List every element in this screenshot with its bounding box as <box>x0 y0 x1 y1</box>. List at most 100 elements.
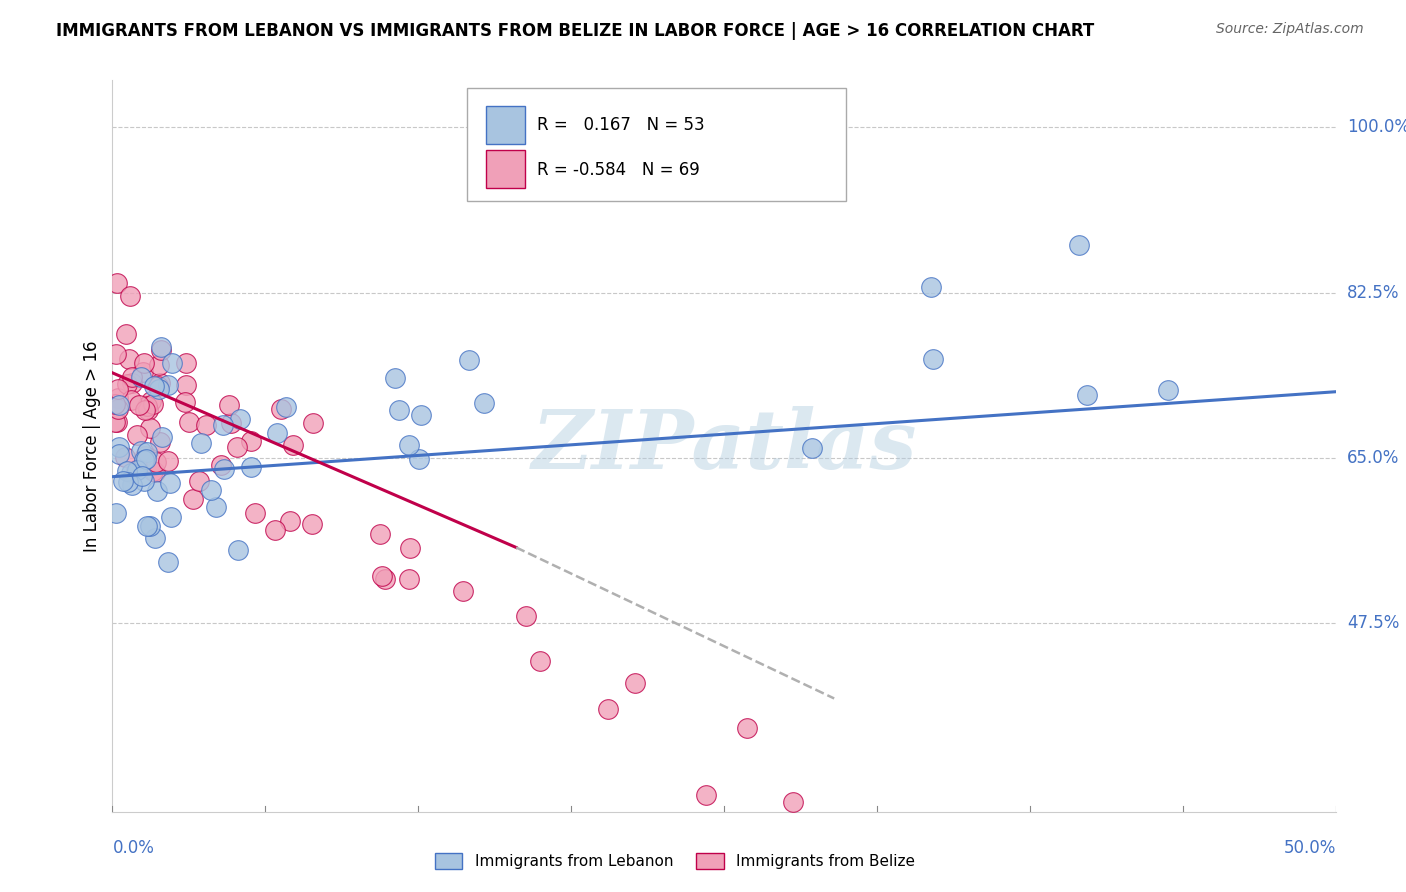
Point <box>134 474 156 488</box>
Point <box>150 430 173 444</box>
Point <box>243 506 266 520</box>
Point <box>157 454 180 468</box>
Point <box>302 417 325 431</box>
Point <box>134 450 156 464</box>
Point <box>145 454 167 468</box>
Point <box>135 445 157 459</box>
Point <box>121 369 143 384</box>
Point <box>127 428 149 442</box>
Point <box>108 440 131 454</box>
Point <box>384 371 406 385</box>
Point <box>695 788 717 802</box>
Point <box>399 541 422 555</box>
Point <box>278 514 301 528</box>
Point <box>458 353 481 368</box>
Point <box>276 401 298 415</box>
FancyBboxPatch shape <box>467 87 846 201</box>
Point <box>139 393 162 408</box>
Point <box>174 395 197 409</box>
Point <box>143 379 166 393</box>
Point <box>301 516 323 531</box>
Point <box>148 382 170 396</box>
Point <box>212 461 235 475</box>
Point <box>134 356 156 370</box>
Point <box>120 392 142 407</box>
Point <box>125 463 148 477</box>
Point <box>157 378 180 392</box>
Point <box>135 399 157 413</box>
Point <box>107 382 129 396</box>
Point <box>146 378 169 392</box>
Point <box>142 396 165 410</box>
Point <box>398 572 420 586</box>
Point <box>117 464 139 478</box>
Point <box>148 359 170 373</box>
Point <box>118 289 141 303</box>
Point <box>121 478 143 492</box>
Point <box>209 458 232 473</box>
Point <box>174 356 197 370</box>
Point <box>121 376 143 390</box>
Point <box>135 452 157 467</box>
Point <box>368 527 391 541</box>
Point <box>138 403 160 417</box>
Point <box>920 280 942 294</box>
Point <box>139 519 162 533</box>
Point <box>159 510 181 524</box>
Y-axis label: In Labor Force | Age > 16: In Labor Force | Age > 16 <box>83 340 101 552</box>
Text: 100.0%: 100.0% <box>1347 119 1406 136</box>
Point <box>107 401 129 416</box>
Point <box>1076 388 1098 402</box>
Point <box>226 542 249 557</box>
Point <box>174 378 197 392</box>
Text: ZIPatlas: ZIPatlas <box>531 406 917 486</box>
Text: 50.0%: 50.0% <box>1284 839 1336 857</box>
Point <box>162 356 184 370</box>
Point <box>801 441 824 455</box>
Point <box>408 452 430 467</box>
Point <box>205 500 228 515</box>
Point <box>409 408 432 422</box>
Point <box>105 416 128 430</box>
Point <box>921 351 943 366</box>
Point <box>128 398 150 412</box>
Point <box>624 676 647 690</box>
Point <box>529 654 551 668</box>
Point <box>281 438 304 452</box>
Point <box>105 276 128 290</box>
Text: 47.5%: 47.5% <box>1347 614 1399 632</box>
Point <box>146 483 169 498</box>
Point <box>127 463 149 477</box>
Text: 65.0%: 65.0% <box>1347 449 1399 467</box>
Point <box>143 532 166 546</box>
Point <box>105 347 128 361</box>
Point <box>104 415 127 429</box>
Point <box>218 398 240 412</box>
Text: R = -0.584   N = 69: R = -0.584 N = 69 <box>537 161 700 178</box>
FancyBboxPatch shape <box>485 106 524 144</box>
Point <box>190 436 212 450</box>
Point <box>136 518 159 533</box>
Point <box>143 466 166 480</box>
Point <box>120 466 142 480</box>
Point <box>150 343 173 358</box>
Point <box>195 417 218 432</box>
Point <box>782 795 804 809</box>
Point <box>117 475 139 489</box>
Point <box>187 474 209 488</box>
Point <box>228 412 250 426</box>
Point <box>181 491 204 506</box>
Point <box>398 438 420 452</box>
Point <box>451 584 474 599</box>
Point <box>219 416 242 430</box>
Point <box>1067 238 1090 252</box>
Point <box>598 702 620 716</box>
Point <box>270 402 292 417</box>
Point <box>1156 383 1178 397</box>
Point <box>177 415 200 429</box>
Text: 82.5%: 82.5% <box>1347 284 1399 301</box>
Point <box>107 398 129 412</box>
Point <box>105 506 128 520</box>
Point <box>515 608 537 623</box>
Point <box>472 396 495 410</box>
